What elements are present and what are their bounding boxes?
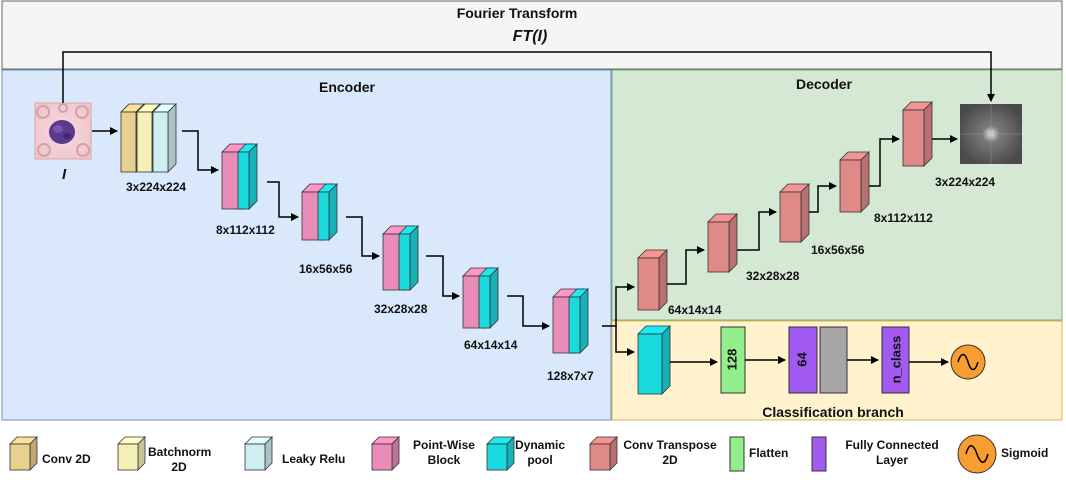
classification-title: Classification branch (762, 404, 904, 420)
legend-sigmoid-wave (965, 445, 989, 463)
fourier-formula: FT(I) (512, 28, 548, 45)
fft-output-image (960, 104, 1022, 164)
flow-arrow (869, 135, 900, 187)
legend-flatten-icon (729, 436, 745, 472)
decoder-dim-label: 64x14x14 (668, 303, 722, 317)
flow-arrow (602, 283, 635, 327)
legend-label: Dynamic pool (514, 438, 566, 467)
legend-label: Fully Connected Layer (845, 438, 939, 467)
legend-point-wise-icon (371, 436, 400, 471)
fc2-block (881, 326, 910, 394)
flow-arrow (809, 182, 837, 213)
fc1-block-label: 64 (794, 352, 810, 367)
input-label: I (62, 166, 67, 183)
decoder-dim-label: 32x28x28 (746, 269, 800, 283)
dynamic-pool-block (398, 225, 419, 291)
encoder-dim-label: 8x112x112 (216, 223, 275, 237)
decoder-title: Decoder (795, 76, 853, 92)
gray-block (819, 326, 848, 394)
decoder-dim-label: 8x112x112 (874, 211, 933, 225)
encoder-dim-label: 128x7x7 (547, 369, 594, 383)
conv-transpose-block (902, 101, 933, 167)
dynamic-pool-block (478, 267, 499, 329)
conv-transpose-block (707, 213, 738, 273)
flatten-block (720, 326, 746, 394)
flow-arrow (182, 130, 219, 174)
fourier-panel (1, 0, 1063, 70)
input-image (34, 102, 92, 160)
decoder-dim-label: 3x224x224 (935, 175, 996, 189)
legend-label: Sigmoid (1001, 446, 1049, 460)
flow-arrow (267, 181, 299, 221)
flow-arrow (615, 326, 635, 356)
sigmoid-wave (957, 353, 979, 371)
legend (9, 434, 997, 474)
fourier-arrow (62, 51, 995, 103)
flow-arrow (426, 255, 460, 300)
flow-arrow (667, 246, 705, 285)
flow-arrow (737, 208, 777, 251)
encoder-dim-label: 64x14x14 (464, 338, 518, 352)
decoder-dim-label: 16x56x56 (811, 243, 865, 257)
dynamic-pool-block (317, 183, 338, 241)
legend-dynamic-pool-icon (486, 436, 515, 471)
conv-transpose-block (779, 183, 810, 243)
dynamic-pool-block (568, 288, 589, 354)
legend-label: Conv Transpose 2D (623, 438, 717, 467)
conv-transpose-block (839, 151, 870, 213)
legend-label: Batchnorm 2D (148, 445, 212, 474)
fc2-block-label: n_class (888, 335, 904, 384)
dynamic-pool-block (237, 143, 258, 210)
encoder-panel (1, 69, 612, 421)
fourier-title: Fourier Transform (456, 5, 578, 21)
classifier-dynamic-pool-block (637, 325, 671, 395)
flow-arrow (507, 295, 550, 330)
legend-conv2d-icon (9, 436, 38, 471)
legend-conv-transpose-icon (589, 436, 618, 471)
encoder-dim-label: 3x224x224 (126, 180, 187, 194)
encoder-dim-label: 32x28x28 (374, 302, 428, 316)
legend-label: Leaky Relu (282, 452, 346, 466)
conv-transpose-block (637, 249, 668, 311)
leaky-relu-block (152, 103, 177, 173)
legend-label: Flatten (749, 446, 789, 460)
legend-fc-icon (811, 436, 827, 472)
flatten-block-label: 128 (724, 348, 740, 371)
legend-leaky-relu-icon (244, 436, 273, 471)
encoder-title: Encoder (318, 79, 376, 95)
flow-arrow (346, 216, 380, 260)
fc1-block (788, 326, 818, 394)
legend-batchnorm-icon (117, 436, 146, 471)
encoder-dim-label: 16x56x56 (299, 262, 353, 276)
legend-label: Conv 2D (42, 452, 91, 466)
legend-label: Point-Wise Block (413, 438, 475, 467)
